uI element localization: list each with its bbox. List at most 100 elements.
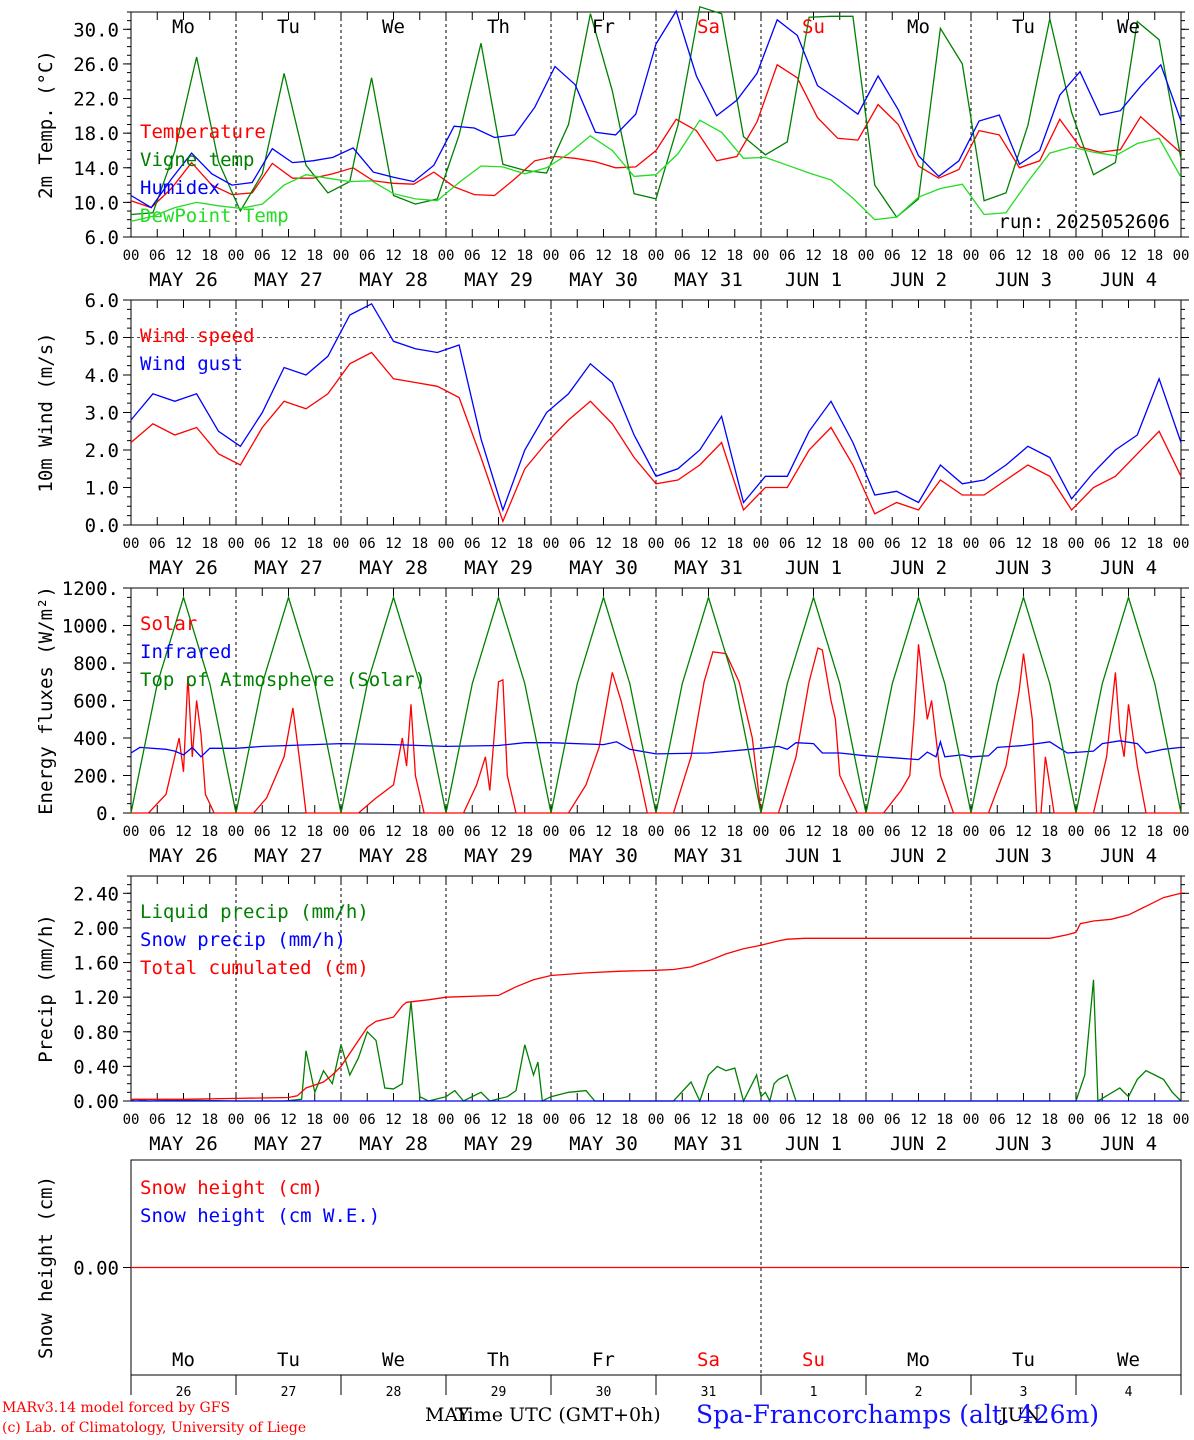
run-label: run: 2025052606 bbox=[998, 211, 1170, 233]
panel-snow bbox=[123, 1159, 1189, 1395]
hour-tick-label: 00 bbox=[1173, 536, 1190, 552]
time-axis-title: Time UTC (GMT+0h) bbox=[455, 1404, 661, 1426]
legend-wind-speed: Wind speed bbox=[140, 325, 254, 347]
hour-tick-label: 06 bbox=[569, 536, 586, 552]
hour-tick-label: 12 bbox=[490, 1112, 507, 1128]
hour-tick-label: 12 bbox=[1015, 248, 1032, 264]
hour-tick-label: 00 bbox=[858, 824, 875, 840]
y-tick-label: 1.60 bbox=[73, 953, 119, 975]
hour-tick-label: 00 bbox=[648, 1112, 665, 1128]
date-label: JUN 1 bbox=[785, 269, 842, 291]
legend-dewpoint-temp: DewPoint Temp bbox=[140, 205, 289, 227]
date-label: JUN 1 bbox=[785, 1133, 842, 1155]
hour-tick-label: 00 bbox=[123, 248, 140, 264]
series-line-vigne-temp bbox=[130, 5, 1182, 219]
hour-tick-label: 00 bbox=[123, 1112, 140, 1128]
series-line-infrared bbox=[130, 739, 1182, 761]
series-line-dewpoint-temp bbox=[130, 119, 1182, 223]
hour-tick-label: 00 bbox=[1068, 824, 1085, 840]
hour-tick-label: 18 bbox=[726, 824, 743, 840]
date-label: JUN 4 bbox=[1100, 1133, 1157, 1155]
hour-tick-label: 00 bbox=[1068, 1112, 1085, 1128]
legend-total-cumulated-cm-: Total cumulated (cm) bbox=[140, 957, 369, 979]
y-axis-label: 10m Wind (m/s) bbox=[35, 332, 57, 492]
hour-tick-label: 18 bbox=[936, 1112, 953, 1128]
y-tick-label: 0.0 bbox=[85, 515, 119, 537]
hour-tick-label: 06 bbox=[989, 824, 1006, 840]
hour-tick-label: 06 bbox=[674, 536, 691, 552]
hour-tick-label: 00 bbox=[123, 824, 140, 840]
hour-tick-label: 06 bbox=[674, 248, 691, 264]
hour-tick-label: 00 bbox=[648, 248, 665, 264]
series-line-top-of-atmosphere-solar- bbox=[130, 595, 1182, 814]
hour-tick-label: 06 bbox=[464, 1112, 481, 1128]
hour-tick-label: 06 bbox=[674, 1112, 691, 1128]
hour-tick-label: 00 bbox=[543, 248, 560, 264]
date-label: MAY 30 bbox=[569, 845, 638, 867]
hour-tick-label: 00 bbox=[858, 536, 875, 552]
hour-tick-label: 18 bbox=[831, 1112, 848, 1128]
hour-tick-label: 00 bbox=[648, 824, 665, 840]
hour-tick-label: 18 bbox=[1041, 1112, 1058, 1128]
y-tick-label: 22.0 bbox=[73, 89, 119, 111]
hour-tick-label: 12 bbox=[385, 536, 402, 552]
hour-tick-label: 06 bbox=[149, 536, 166, 552]
series-line-solar bbox=[131, 644, 1181, 814]
date-label: JUN 4 bbox=[1100, 845, 1157, 867]
hour-tick-label: 06 bbox=[1094, 824, 1111, 840]
weekday-label: Th bbox=[487, 16, 510, 38]
panel-temp bbox=[123, 5, 1189, 238]
hour-tick-label: 00 bbox=[858, 1112, 875, 1128]
hour-tick-label: 00 bbox=[753, 824, 770, 840]
hour-tick-label: 00 bbox=[228, 1112, 245, 1128]
date-label: MAY 30 bbox=[569, 1133, 638, 1155]
hour-tick-label: 12 bbox=[280, 1112, 297, 1128]
hour-tick-label: 00 bbox=[753, 248, 770, 264]
hour-tick-label: 18 bbox=[1041, 536, 1058, 552]
hour-tick-label: 18 bbox=[936, 248, 953, 264]
hour-tick-label: 00 bbox=[228, 248, 245, 264]
date-label: JUN 1 bbox=[785, 557, 842, 579]
y-tick-label: 18.0 bbox=[73, 123, 119, 145]
y-tick-label: 0.80 bbox=[73, 1022, 119, 1044]
hour-tick-label: 06 bbox=[989, 1112, 1006, 1128]
hour-tick-label: 00 bbox=[333, 536, 350, 552]
hour-tick-label: 12 bbox=[1015, 824, 1032, 840]
hour-tick-label: 18 bbox=[411, 536, 428, 552]
hour-tick-label: 12 bbox=[910, 536, 927, 552]
hour-tick-label: 12 bbox=[175, 248, 192, 264]
date-label: JUN 2 bbox=[890, 557, 947, 579]
date-label: MAY 28 bbox=[359, 557, 428, 579]
hour-tick-label: 00 bbox=[1173, 1112, 1190, 1128]
y-tick-label: 10.0 bbox=[73, 192, 119, 214]
hour-tick-label: 12 bbox=[1015, 536, 1032, 552]
hour-tick-label: 06 bbox=[1094, 536, 1111, 552]
day-number-label: 30 bbox=[596, 1385, 612, 1400]
hour-tick-label: 06 bbox=[884, 1112, 901, 1128]
hour-tick-label: 00 bbox=[333, 824, 350, 840]
y-tick-label: 0. bbox=[96, 803, 119, 825]
legend-snow-height-cm-w-e-: Snow height (cm W.E.) bbox=[140, 1205, 380, 1227]
hour-tick-label: 06 bbox=[1094, 248, 1111, 264]
weekday-label: Mo bbox=[172, 1349, 195, 1371]
weekday-label: We bbox=[1117, 16, 1140, 38]
series-line-humidex bbox=[130, 9, 1182, 209]
hour-tick-label: 18 bbox=[201, 824, 218, 840]
hour-tick-label: 18 bbox=[516, 248, 533, 264]
hour-tick-label: 18 bbox=[936, 536, 953, 552]
hour-tick-label: 00 bbox=[1068, 536, 1085, 552]
y-axis-label: Precip (mm/h) bbox=[35, 914, 57, 1063]
hour-tick-label: 00 bbox=[438, 824, 455, 840]
y-axis-label: Energy fluxes (W/m²) bbox=[35, 586, 57, 815]
legend-top-of-atmosphere-solar-: Top of Atmosphere (Solar) bbox=[140, 669, 426, 691]
hour-tick-label: 12 bbox=[280, 824, 297, 840]
hour-tick-label: 00 bbox=[333, 248, 350, 264]
hour-tick-label: 00 bbox=[1068, 248, 1085, 264]
weekday-label: Mo bbox=[907, 16, 930, 38]
hour-tick-label: 12 bbox=[385, 248, 402, 264]
legend-solar: Solar bbox=[140, 613, 197, 635]
weekday-label: Th bbox=[487, 1349, 510, 1371]
hour-tick-label: 00 bbox=[123, 536, 140, 552]
hour-tick-label: 00 bbox=[963, 248, 980, 264]
hour-tick-label: 18 bbox=[516, 824, 533, 840]
